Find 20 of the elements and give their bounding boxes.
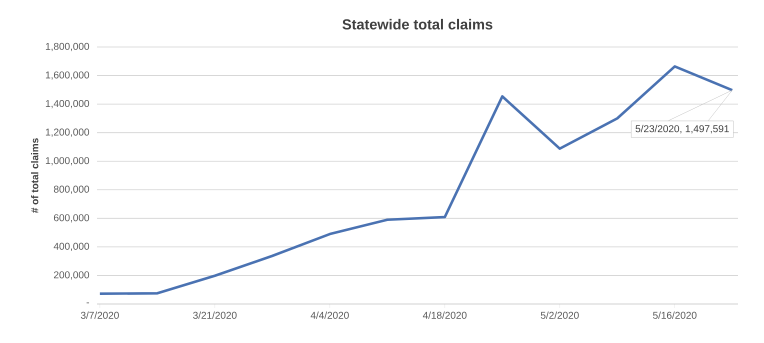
y-axis-title: # of total claims [31, 138, 38, 213]
y-tick-label: 1,800,000 [46, 42, 90, 52]
annotation: 5/23/2020, 1,497,591 [636, 124, 729, 134]
y-tick-label: 600,000 [54, 214, 90, 222]
x-tick-label: 3/21/2020 [193, 312, 237, 319]
x-tick-label: 3/7/2020 [80, 312, 119, 319]
x-tick-label: 4/4/2020 [310, 312, 349, 319]
y-tick-label: 1,600,000 [46, 71, 90, 80]
x-tick-label: 4/18/2020 [422, 312, 467, 319]
chart-title: Statewide total claims [342, 18, 492, 30]
y-tick-label: 1,000,000 [46, 157, 90, 166]
y-tick-label: 800,000 [54, 186, 90, 194]
y-tick-label: 1,200,000 [46, 128, 90, 137]
y-tick-label: 400,000 [54, 242, 90, 252]
x-tick-label: 5/16/2020 [653, 312, 697, 319]
x-tick-label: 5/2/2020 [540, 312, 579, 319]
y-tick-label: - [86, 302, 90, 304]
y-tick-label: 1,400,000 [46, 100, 90, 108]
line-series [98, 65, 734, 296]
y-tick-label: 200,000 [54, 271, 90, 280]
